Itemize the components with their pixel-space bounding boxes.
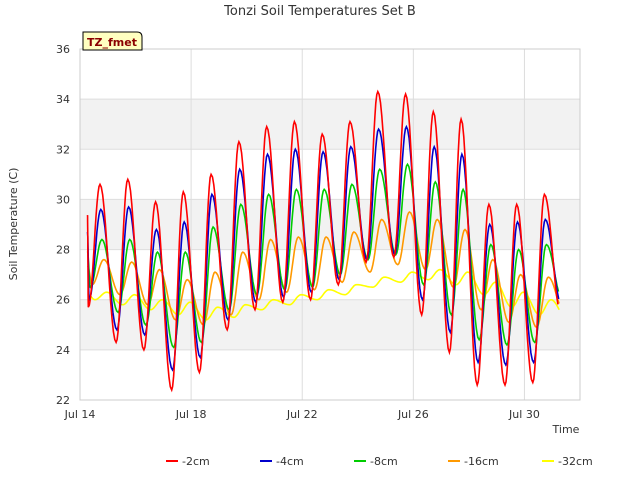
x-tick-label: Jul 26 xyxy=(397,408,429,421)
y-tick-label: 30 xyxy=(56,193,70,206)
station-badge: TZ_fmet xyxy=(82,31,143,51)
y-tick-label: 32 xyxy=(56,143,70,156)
y-tick-label: 22 xyxy=(56,394,70,407)
y-tick-labels: 22 24 26 28 30 32 34 36 xyxy=(56,43,70,407)
y-tick-label: 28 xyxy=(56,244,70,257)
legend-label: -8cm xyxy=(370,455,398,468)
background-band xyxy=(80,299,580,350)
x-tick-label: Jul 22 xyxy=(286,408,318,421)
y-tick-label: 24 xyxy=(56,344,70,357)
chart-title: Tonzi Soil Temperatures Set B xyxy=(223,4,416,19)
series-line-minus-16cm xyxy=(87,210,560,329)
series-line-minus-2cm xyxy=(86,89,559,393)
legend-label: -16cm xyxy=(464,455,499,468)
station-badge-label: TZ_fmet xyxy=(87,36,137,49)
station-badge-box xyxy=(82,31,143,51)
series-line-minus-8cm xyxy=(86,162,560,349)
legend-label: -32cm xyxy=(558,455,593,468)
x-tick-label: Jul 18 xyxy=(175,408,207,421)
plot-frame xyxy=(79,48,581,401)
x-tick-label: Jul 30 xyxy=(508,408,540,421)
series-lines xyxy=(86,89,560,393)
y-tick-label: 34 xyxy=(56,93,70,106)
background-band xyxy=(80,99,580,150)
y-tick-label: 36 xyxy=(56,43,70,56)
x-axis-label: Time xyxy=(552,423,580,436)
legend: -2cm -4cm -8cm -16cm -32cm xyxy=(166,455,593,468)
series-line-minus-32cm xyxy=(87,268,560,321)
legend-label: -2cm xyxy=(182,455,210,468)
x-tick-labels: Jul 14 Jul 18 Jul 22 Jul 26 Jul 30 xyxy=(64,408,540,421)
y-axis-label: Soil Temperature (C) xyxy=(7,168,20,281)
y-tick-label: 26 xyxy=(56,294,70,307)
x-tick-label: Jul 14 xyxy=(64,408,96,421)
legend-label: -4cm xyxy=(276,455,304,468)
series-line-minus-4cm xyxy=(86,124,560,372)
